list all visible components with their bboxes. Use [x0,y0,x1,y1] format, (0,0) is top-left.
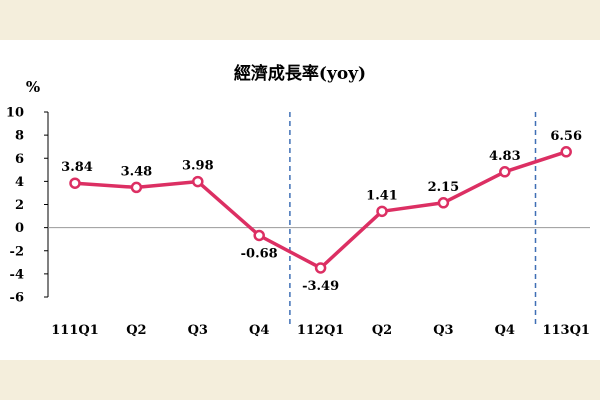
y-tick-label: 0 [15,221,24,236]
y-tick-label: 6 [15,152,24,167]
y-tick-label: 2 [15,198,24,213]
data-point [499,166,511,178]
data-point [376,205,388,218]
chart-area: 經濟成長率(yoy) % 10 8 6 4 2 0 -2 -4 -6 3.84 3.48 3.98 -0… [0,40,600,360]
y-tick-label: -6 [10,291,24,306]
data-point [314,262,327,274]
data-label: 3.98 [182,159,214,174]
y-tick-label: 8 [15,129,24,144]
data-point [253,229,265,242]
line-chart: 經濟成長率(yoy) % 10 8 6 4 2 0 -2 -4 -6 3.84 3.48 3.98 -0… [6,63,590,338]
x-tick-label: 113Q1 [542,323,590,338]
data-label: 4.83 [489,149,521,164]
data-label: 3.84 [61,160,93,175]
data-point [437,197,450,209]
chart-title: 經濟成長率(yoy) [234,63,366,84]
x-tick-label: Q4 [495,323,515,338]
data-label: 2.15 [428,180,460,195]
y-unit-label: % [26,78,40,96]
data-label: -0.68 [241,246,278,261]
x-tick-label: 112Q1 [297,323,345,338]
plot-area: 10 8 6 4 2 0 -2 -4 -6 3.84 3.48 3.98 -0.68 -3.49 1.41 2… [6,106,590,338]
data-point [560,146,572,158]
x-tick-label: Q2 [372,323,392,338]
x-tick-label: Q2 [126,323,146,338]
data-label: 1.41 [366,188,398,203]
data-label: 6.56 [550,129,582,144]
data-label: -3.49 [302,279,339,294]
x-tick-label: Q3 [188,323,208,338]
y-tick-label: -4 [10,267,24,282]
data-point [192,175,204,188]
data-point [130,181,143,194]
y-tick-label: 10 [6,106,24,121]
x-tick-label: Q4 [249,323,269,338]
x-tick-label: Q3 [433,323,453,338]
y-tick-label: 4 [15,175,24,190]
y-tick-label: -2 [10,244,24,259]
data-point [69,177,81,189]
data-label: 3.48 [121,164,153,179]
x-tick-label: 111Q1 [51,323,99,338]
